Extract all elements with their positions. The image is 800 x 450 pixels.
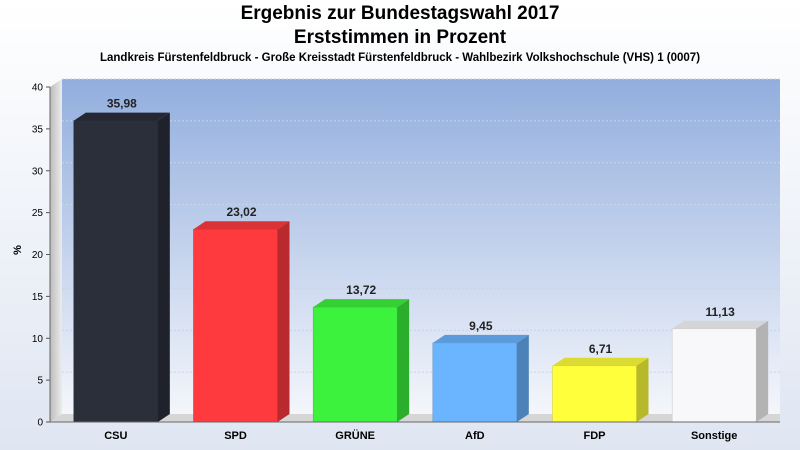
y-tick-label: 5 [37,376,43,387]
bar-front [552,365,637,423]
bar-side [756,320,769,422]
y-tick-label: 15 [32,292,44,303]
bar-top [73,112,170,121]
y-tick-label: 20 [32,250,44,261]
y-tick-label: 35 [32,124,44,135]
y-axis-title: % [12,245,24,255]
bar-value-label: 6,71 [589,342,613,356]
y-tick-label: 0 [37,418,43,429]
y-tick-label: 40 [32,83,44,94]
bar-front [312,306,398,423]
bars: 35,98 23,02 13,72 9,45 6,71 11,13 [73,97,769,423]
chart-header: Ergebnis zur Bundestagswahl 2017 Erststi… [0,2,800,64]
bar-top [432,334,529,343]
bar-side [516,334,529,422]
bar-top [552,357,649,366]
bar-sonstige: 11,13 [671,305,769,423]
bar-afd: 9,45 [432,319,529,423]
bar-fdp: 6,71 [552,342,649,423]
axes: 0 5 10 15 20 25 30 35 40 CSU SPD GRÜNE AfD FDP Sonstig… [32,83,780,442]
bar-gr-ne: 13,72 [312,283,410,423]
bar-front [671,328,757,423]
bar-spd: 23,02 [193,205,290,423]
chart-subtitle: Erststimmen in Prozent [293,27,507,48]
bar-csu: 35,98 [73,97,170,423]
y-tick-label: 10 [32,334,44,345]
bar-top [193,221,290,230]
bar-value-label: 11,13 [705,305,735,319]
bar-front [193,228,278,423]
back-wall [62,79,780,414]
x-category-label: FDP [584,430,606,442]
bar-side [157,112,170,422]
bar-value-label: 35,98 [107,97,137,111]
x-category-label: GRÜNE [335,429,375,442]
bar-value-label: 9,45 [469,319,493,333]
x-category-label: SPD [224,430,247,442]
left-wall [50,79,62,422]
bar-side [636,357,649,422]
bar-side [277,221,290,422]
bar-value-label: 23,02 [226,205,256,219]
bar-value-label: 13,72 [346,283,376,297]
bar-side [397,299,410,422]
x-category-label: AfD [465,430,485,442]
y-tick-label: 30 [32,166,44,177]
bar-front [432,342,518,423]
x-category-label: Sonstige [691,430,737,442]
chart-title: Ergebnis zur Bundestagswahl 2017 [240,3,560,24]
bar-top [672,320,769,329]
chart-location: Landkreis Fürstenfeldbruck - Große Kreis… [99,52,701,64]
y-tick-label: 25 [32,208,44,219]
bar-top [313,299,410,308]
x-category-label: CSU [104,430,127,442]
bar-front [73,120,159,423]
